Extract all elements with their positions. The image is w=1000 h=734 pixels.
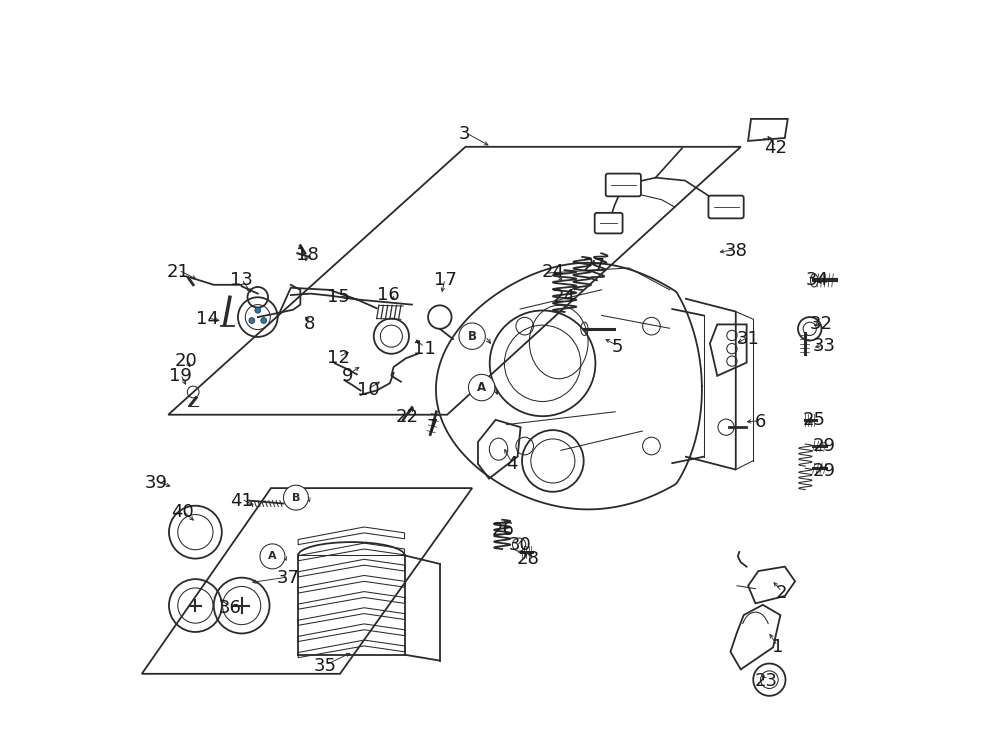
Text: 25: 25 [803, 411, 826, 429]
FancyBboxPatch shape [595, 213, 623, 233]
Text: 3: 3 [459, 125, 471, 142]
Text: 4: 4 [506, 455, 517, 473]
Text: 30: 30 [509, 536, 532, 553]
Circle shape [459, 323, 485, 349]
Text: 8: 8 [304, 316, 316, 333]
FancyBboxPatch shape [708, 195, 744, 219]
Text: 7: 7 [427, 418, 438, 436]
Circle shape [260, 544, 285, 569]
Text: 40: 40 [172, 504, 194, 521]
Circle shape [283, 485, 308, 510]
Text: 29: 29 [813, 462, 836, 480]
Text: 19: 19 [169, 367, 192, 385]
Text: 2: 2 [776, 584, 788, 602]
Text: 21: 21 [167, 263, 190, 280]
Text: 24: 24 [552, 288, 575, 305]
Text: 14: 14 [196, 310, 219, 328]
Text: 5: 5 [612, 338, 623, 356]
Text: 28: 28 [516, 550, 539, 568]
Text: 1: 1 [772, 639, 783, 656]
Circle shape [468, 374, 495, 401]
Text: 35: 35 [314, 658, 337, 675]
Text: 11: 11 [413, 340, 436, 357]
FancyBboxPatch shape [606, 173, 641, 197]
Text: 36: 36 [218, 599, 241, 617]
Circle shape [261, 318, 267, 324]
Text: 9: 9 [342, 367, 354, 385]
Text: 26: 26 [491, 521, 514, 539]
Circle shape [249, 318, 255, 324]
Circle shape [255, 308, 261, 313]
Text: B: B [468, 330, 477, 343]
Text: 34: 34 [806, 272, 829, 289]
Text: 31: 31 [737, 330, 760, 348]
Text: 33: 33 [813, 338, 836, 355]
Text: 18: 18 [296, 247, 319, 264]
Text: 37: 37 [277, 570, 300, 587]
Text: 20: 20 [174, 352, 197, 370]
Text: A: A [477, 381, 486, 394]
Text: 22: 22 [396, 408, 419, 426]
Text: 10: 10 [357, 382, 379, 399]
Text: B: B [292, 493, 300, 503]
Text: 38: 38 [725, 242, 748, 260]
Text: 32: 32 [810, 316, 833, 333]
Text: 15: 15 [327, 288, 350, 306]
Text: 24: 24 [541, 263, 564, 280]
Text: 16: 16 [377, 286, 400, 304]
Text: 6: 6 [755, 413, 766, 431]
Text: 41: 41 [230, 492, 253, 509]
Text: 12: 12 [327, 349, 350, 367]
Text: A: A [268, 551, 277, 562]
Text: 42: 42 [764, 139, 787, 157]
Text: 23: 23 [754, 672, 777, 690]
Text: 13: 13 [230, 272, 253, 289]
Text: 17: 17 [434, 272, 456, 289]
Text: 29: 29 [813, 437, 836, 454]
Text: 39: 39 [145, 474, 168, 492]
Text: 27: 27 [582, 257, 605, 275]
